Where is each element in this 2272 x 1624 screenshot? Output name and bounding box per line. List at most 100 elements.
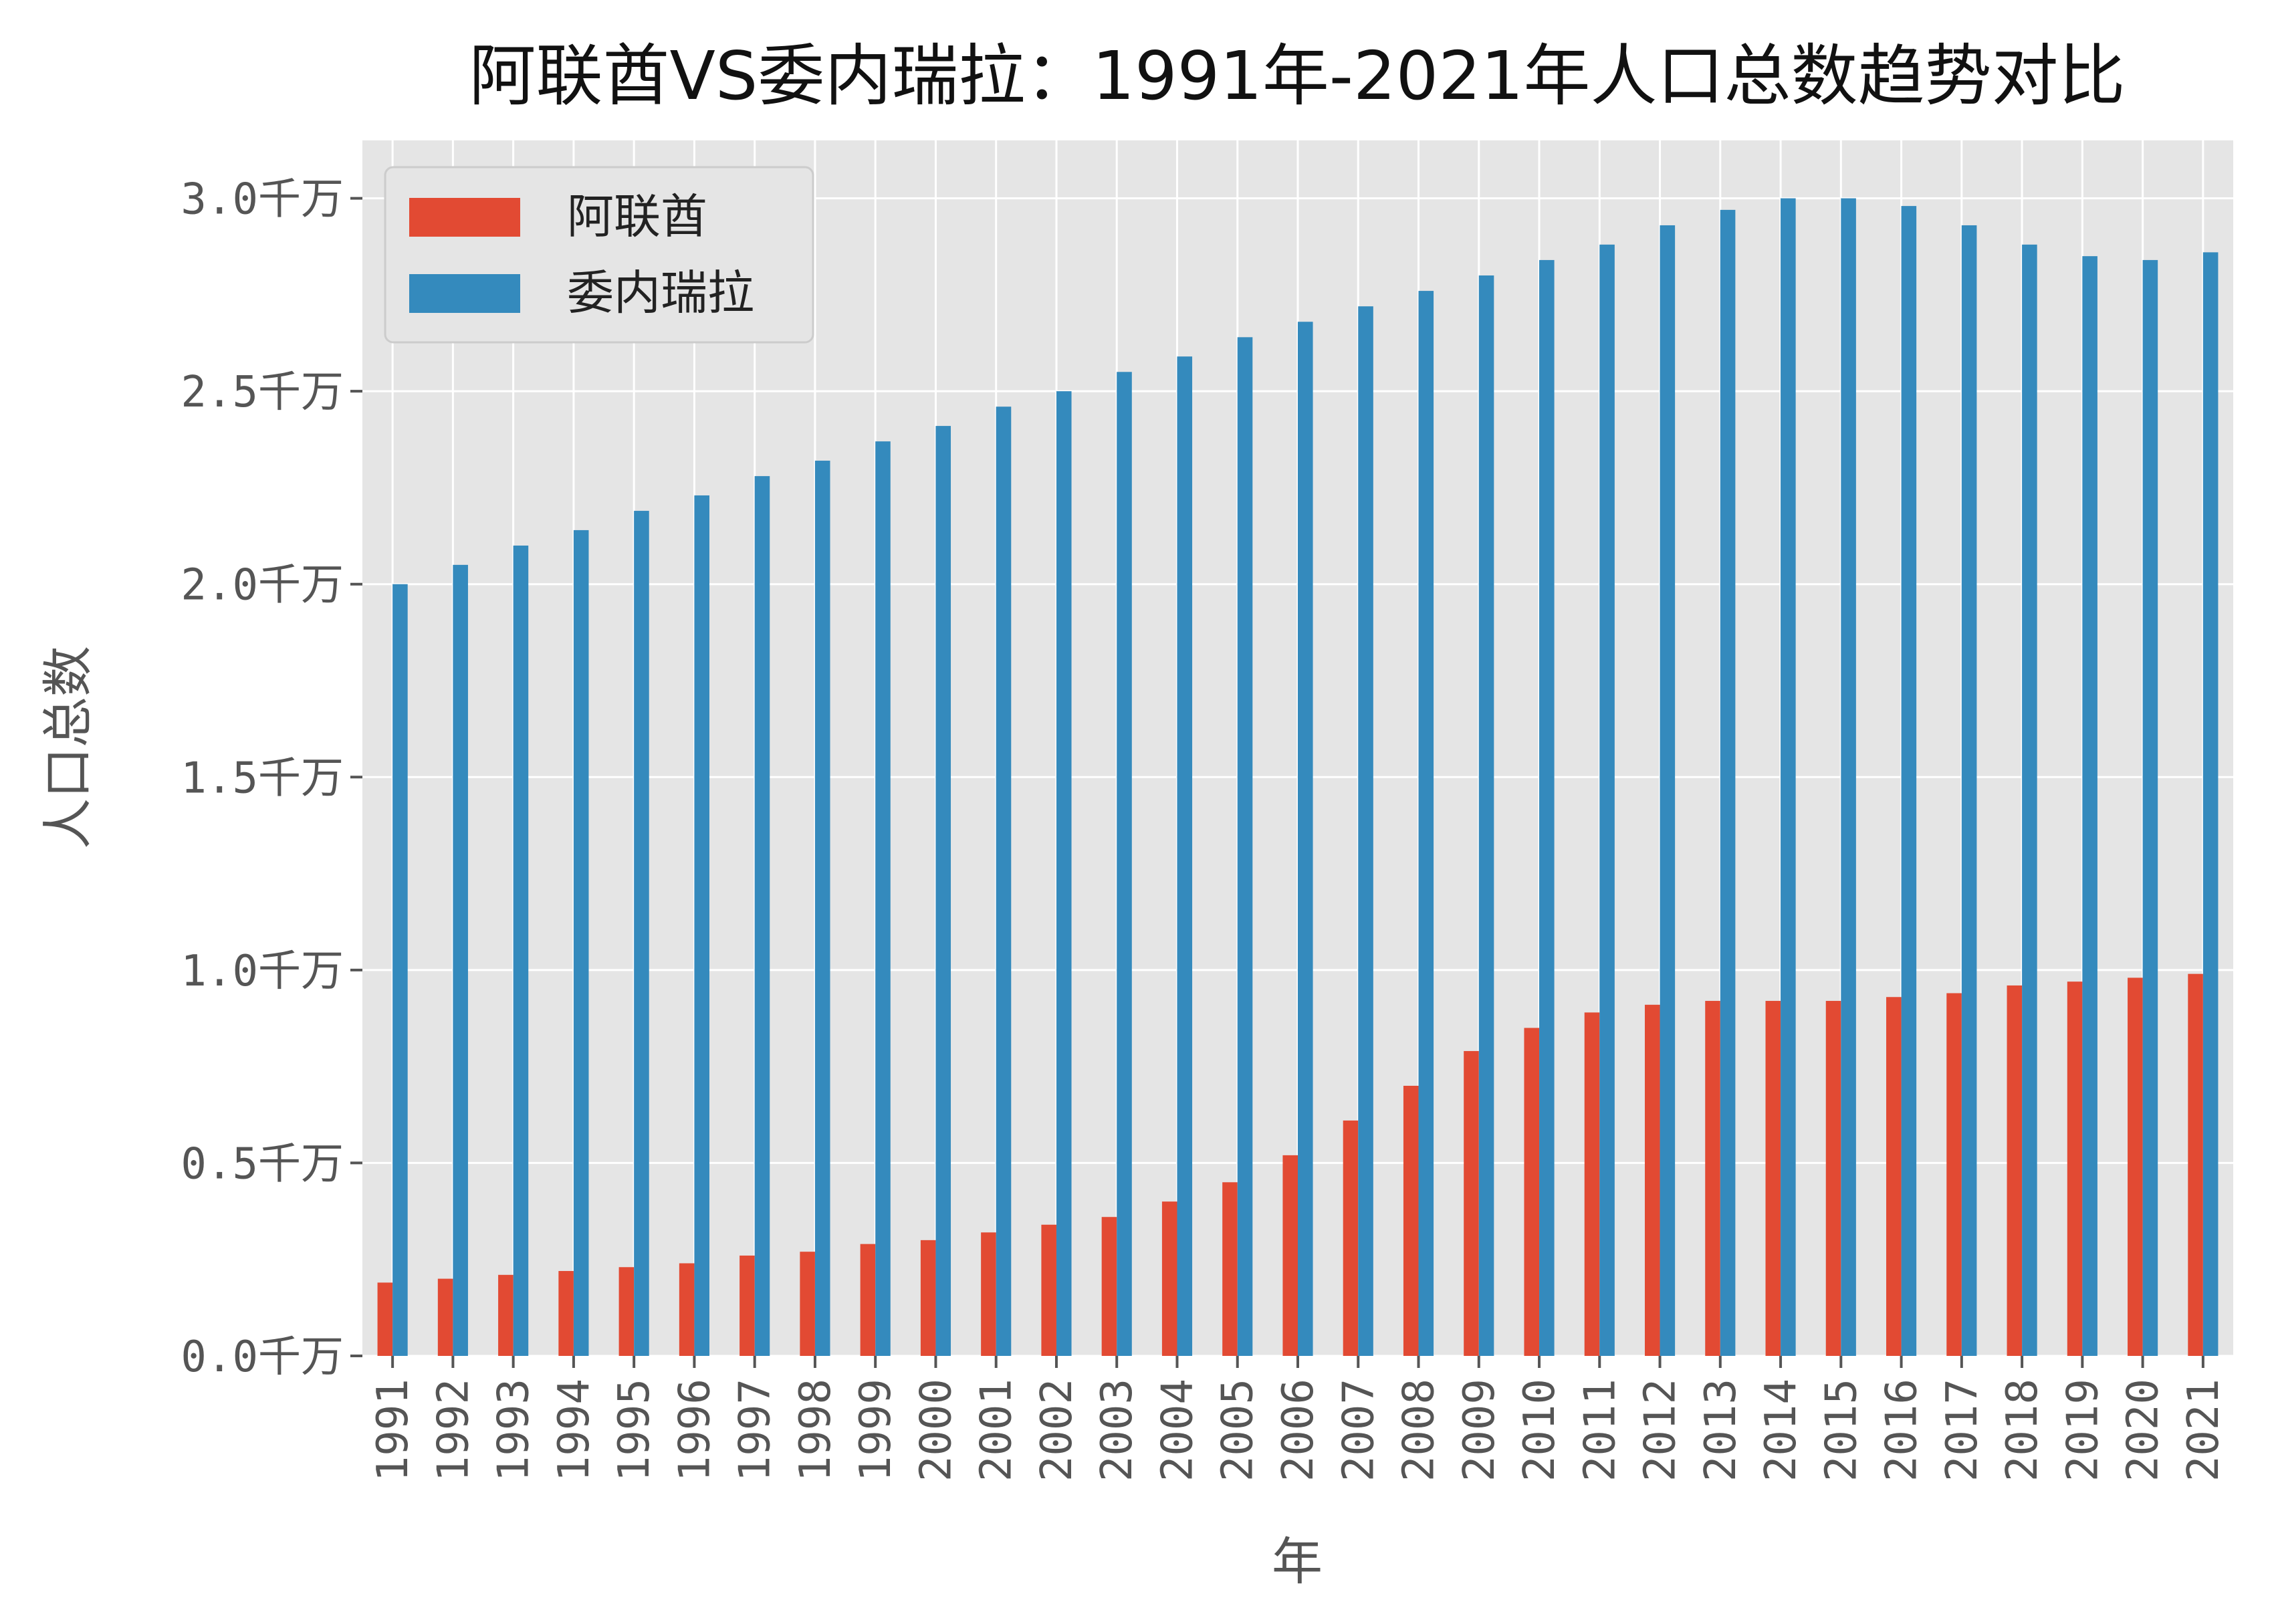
bar-uae-1991: [377, 1282, 393, 1356]
legend-swatch-venezuela: [409, 274, 520, 313]
x-tick-label: 1993: [489, 1379, 539, 1482]
bar-uae-2012: [1644, 1004, 1660, 1356]
legend-swatch-uae: [409, 198, 520, 237]
bar-venezuela-1991: [392, 584, 408, 1356]
x-tick-label: 2001: [972, 1379, 1022, 1482]
bar-uae-1997: [740, 1255, 755, 1356]
x-tick-label: 2005: [1214, 1379, 1263, 1482]
bar-venezuela-2017: [1961, 225, 1977, 1356]
bar-venezuela-2004: [1177, 356, 1193, 1357]
bar-uae-2020: [2128, 977, 2143, 1356]
bar-venezuela-1994: [573, 530, 589, 1356]
x-tick-label: 2020: [2119, 1379, 2168, 1482]
bar-uae-1996: [679, 1263, 695, 1356]
bar-venezuela-2021: [2202, 252, 2219, 1356]
bar-uae-1995: [618, 1267, 635, 1356]
bar-venezuela-2016: [1901, 206, 1917, 1357]
x-tick-label: 2002: [1032, 1379, 1082, 1482]
bar-uae-2005: [1222, 1182, 1238, 1356]
bar-venezuela-2019: [2082, 256, 2097, 1357]
x-tick-label: 1991: [368, 1379, 418, 1482]
x-tick-label: 2003: [1093, 1379, 1142, 1482]
x-tick-label: 2014: [1756, 1379, 1806, 1482]
legend: 阿联酋 委内瑞拉: [384, 166, 814, 344]
x-tick-label: 1992: [429, 1379, 478, 1482]
bar-venezuela-2010: [1539, 259, 1555, 1356]
bar-uae-2004: [1161, 1201, 1177, 1356]
bar-venezuela-2002: [1056, 391, 1072, 1357]
bar-venezuela-2012: [1660, 225, 1676, 1356]
bar-uae-2007: [1343, 1120, 1359, 1356]
y-tick-label: 1.5千万: [181, 753, 344, 803]
x-tick-label: 2011: [1575, 1379, 1625, 1482]
x-tick-label: 2004: [1153, 1379, 1202, 1482]
bar-venezuela-2020: [2142, 259, 2158, 1356]
bar-venezuela-1997: [754, 476, 770, 1356]
bar-venezuela-2011: [1599, 244, 1615, 1356]
bar-venezuela-2003: [1117, 372, 1132, 1357]
x-tick-label: 2019: [2058, 1379, 2108, 1482]
x-tick-label: 2013: [1696, 1379, 1746, 1482]
x-tick-label: 2008: [1395, 1379, 1444, 1482]
x-tick-label: 1999: [851, 1379, 901, 1482]
x-tick-label: 2006: [1274, 1379, 1323, 1482]
bar-uae-1999: [860, 1244, 876, 1356]
bars: [377, 198, 2219, 1357]
bar-venezuela-1999: [875, 441, 891, 1357]
x-tick-label: 1997: [731, 1379, 780, 1482]
bar-uae-2006: [1282, 1155, 1298, 1356]
bar-uae-2015: [1825, 1001, 1841, 1356]
bar-venezuela-2014: [1781, 198, 1796, 1357]
x-axis-label: 年: [1272, 1532, 1323, 1591]
bar-uae-2014: [1765, 1001, 1781, 1356]
y-tick-label: 3.0千万: [181, 175, 344, 225]
bar-uae-2009: [1464, 1051, 1479, 1356]
x-tick-label: 2009: [1455, 1379, 1504, 1482]
bar-uae-2008: [1403, 1086, 1419, 1356]
bar-venezuela-2000: [935, 426, 951, 1356]
x-tick-label: 2021: [2179, 1379, 2229, 1482]
x-tick-label: 2012: [1636, 1379, 1686, 1482]
bar-uae-2011: [1584, 1012, 1600, 1356]
x-tick-label: 2010: [1515, 1379, 1565, 1482]
bar-venezuela-1992: [453, 564, 468, 1356]
y-axis: 0.0千万 0.5千万 1.0千万 1.5千万 2.0千万 2.5千万 3.0千万: [181, 175, 362, 1382]
chart-title: 阿联酋VS委内瑞拉：1991年-2021年人口总数趋势对比: [469, 37, 2126, 115]
x-tick-label: 2000: [911, 1379, 961, 1482]
bar-uae-2016: [1886, 997, 1902, 1356]
bar-uae-2010: [1524, 1028, 1540, 1356]
y-tick-label: 2.5千万: [181, 368, 344, 417]
bar-venezuela-2007: [1358, 306, 1373, 1357]
bar-uae-1992: [437, 1278, 453, 1356]
bar-uae-1994: [558, 1271, 574, 1356]
bar-venezuela-1996: [694, 495, 709, 1356]
bar-uae-2001: [981, 1232, 996, 1356]
legend-label-venezuela: 委内瑞拉: [567, 265, 754, 320]
bar-uae-2019: [2067, 981, 2083, 1356]
y-tick-label: 0.5千万: [181, 1139, 344, 1189]
x-tick-label: 2015: [1817, 1379, 1866, 1482]
bar-venezuela-1995: [634, 511, 649, 1356]
bar-uae-1998: [800, 1252, 815, 1356]
bar-uae-1993: [498, 1274, 514, 1356]
bar-venezuela-2013: [1720, 209, 1736, 1356]
x-tick-label: 1994: [550, 1379, 599, 1482]
bar-venezuela-2018: [2022, 244, 2037, 1356]
x-tick-label: 2016: [1878, 1379, 1927, 1482]
bar-uae-2021: [2188, 973, 2203, 1356]
bar-uae-2013: [1705, 1001, 1720, 1356]
y-axis-label: 人口总数: [38, 646, 98, 849]
x-tick-label: 1998: [791, 1379, 840, 1482]
bar-venezuela-2001: [996, 407, 1012, 1357]
x-tick-label: 1995: [610, 1379, 659, 1482]
bar-venezuela-2009: [1478, 275, 1494, 1356]
bar-venezuela-2015: [1841, 198, 1856, 1357]
y-tick-label: 0.0千万: [181, 1332, 344, 1382]
bar-uae-2000: [920, 1240, 936, 1356]
y-tick-label: 2.0千万: [181, 561, 344, 610]
bar-venezuela-1998: [814, 461, 830, 1356]
bar-uae-2002: [1041, 1224, 1056, 1356]
bar-uae-2003: [1101, 1217, 1117, 1356]
x-tick-label: 1996: [670, 1379, 719, 1482]
